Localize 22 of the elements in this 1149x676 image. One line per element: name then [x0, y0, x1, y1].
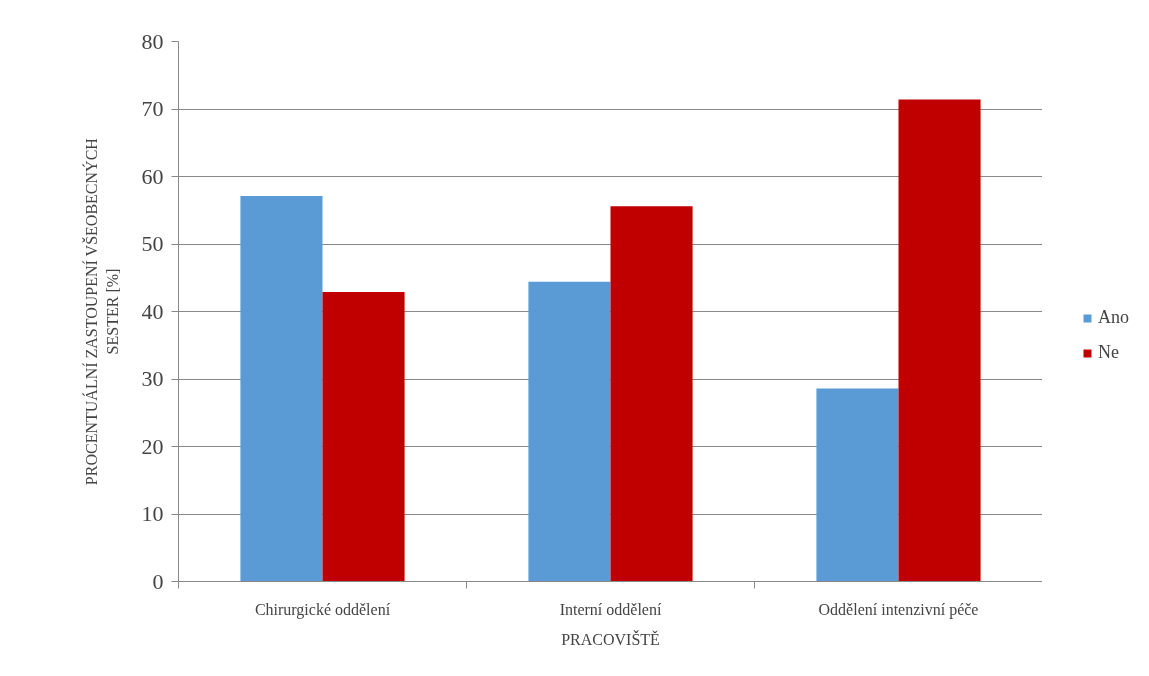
x-axis-title: PRACOVIŠTĚ	[561, 629, 660, 648]
x-tick-label: Chirurgické oddělení	[254, 600, 391, 619]
x-tick-label: Oddělení intenzivní péče	[818, 600, 979, 619]
y-tick-label: 40	[141, 298, 164, 324]
y-tick-label: 60	[141, 163, 164, 189]
y-tick-label: 50	[141, 231, 164, 256]
y-tick-label: 80	[141, 28, 164, 54]
y-axis-title: PROCENTUÁLNÍ ZASTOUPENÍ VŠEOBECNÝCH SESTER [%]	[82, 137, 121, 486]
y-tick-label: 10	[141, 501, 164, 526]
bar	[322, 291, 405, 582]
bar	[816, 388, 899, 582]
y-tick-label: 30	[141, 366, 164, 391]
y-tick-label: 0	[152, 568, 164, 594]
y-tick-label: 70	[141, 96, 164, 121]
bar	[240, 196, 323, 582]
bar	[898, 99, 981, 582]
y-tick-label: 20	[141, 433, 164, 459]
bar	[528, 281, 611, 582]
legend-label: Ano	[1098, 307, 1129, 329]
x-tick-label: Interní oddělení	[559, 600, 662, 618]
legend-label: Ne	[1098, 342, 1119, 364]
bar	[610, 206, 693, 582]
